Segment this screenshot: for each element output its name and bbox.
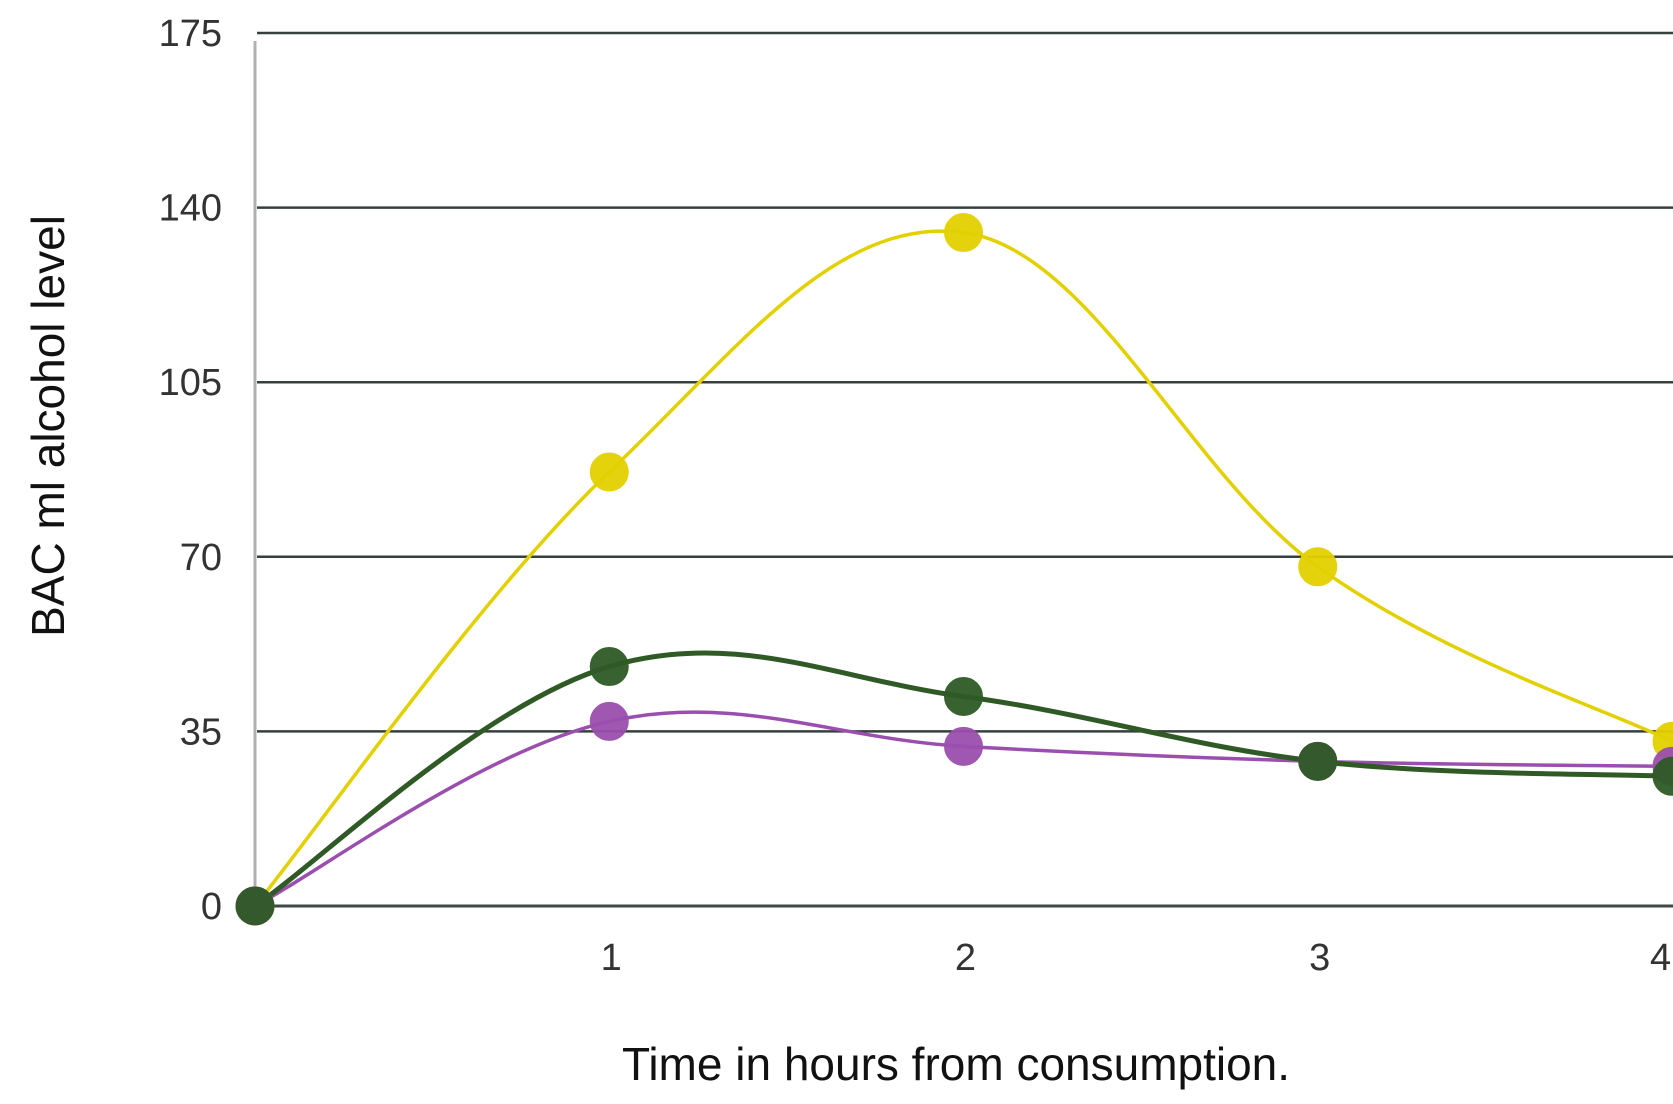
grid-lines [257,31,1673,908]
data-point-s2-3 [1298,741,1338,781]
data-point-s3-1 [589,701,629,741]
x-tick-label-2: 2 [955,937,976,979]
data-point-s1-2 [944,213,983,253]
data-point-s2-0 [235,886,275,926]
data-point-s3-2 [944,726,983,766]
data-point-s2-1 [589,647,629,687]
x-tick-label-1: 1 [601,937,622,979]
data-point-s1-3 [1298,547,1338,587]
x-tick-label-3: 3 [1309,937,1330,979]
y-tick-label-70: 70 [180,537,222,579]
series-line-1 [253,229,1673,908]
axes [253,41,259,906]
tick-labels: 0 35 70 105 140 175 1 2 3 4 [159,13,1672,979]
y-tick-label-0: 0 [201,886,222,928]
data-point-s2-4 [1652,756,1673,796]
x-tick-label-4: 4 [1650,937,1671,979]
y-tick-label-105: 105 [159,362,222,404]
x-axis-title: Time in hours from consumption. [622,1038,1290,1090]
data-point-s1-1 [589,452,629,492]
series-lines [252,229,1673,909]
data-points [235,213,1673,926]
y-tick-label-35: 35 [180,711,222,753]
y-axis-title: BAC ml alcohol level [22,215,74,637]
y-tick-label-175: 175 [159,13,222,55]
data-point-s2-2 [944,676,983,716]
y-tick-label-140: 140 [159,188,222,230]
